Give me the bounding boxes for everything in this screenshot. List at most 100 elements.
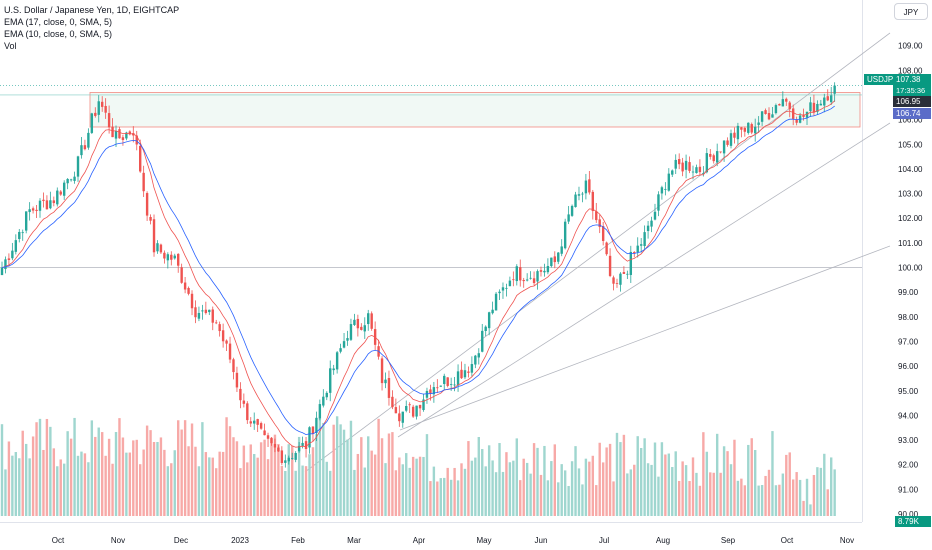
candle-body [726,140,729,145]
trendline-steep [304,32,891,473]
volume-bar [830,457,833,516]
candle-body [163,252,166,259]
candle-body [304,441,308,450]
volume-bar [97,427,100,516]
candle-body [18,231,21,240]
candle-body [812,102,816,113]
candle-body [301,442,304,446]
volume-bar [387,433,391,516]
candle-body [705,153,709,173]
time-tick-label: May [476,536,491,545]
candle-body [677,159,681,165]
candle-body [681,162,684,172]
candle-body [398,413,401,422]
volume-bar [373,454,377,516]
candle-body [139,145,142,172]
candle-body [391,396,394,408]
candle-body [111,126,114,138]
volume-bar [740,478,743,516]
volume-bar [183,420,187,516]
volume-bar [781,473,785,516]
volume-bar [626,473,629,516]
volume-bar [733,439,736,516]
volume-bar [688,481,691,516]
volume-bar [512,460,515,516]
candle-body [646,225,650,232]
candle-body [31,208,35,211]
candle-body [318,404,322,419]
candle-body [215,322,218,324]
last-price-label: 107.38 [893,74,931,85]
candle-body [505,287,508,289]
candle-body [325,392,328,398]
volume-bar [190,423,194,516]
candle-body [591,191,595,212]
volume-bar [325,461,328,516]
volume-bar [391,432,394,516]
candle-body [439,385,442,387]
candle-body [539,270,543,272]
candle-body [729,133,733,146]
candle-body [145,193,149,216]
volume-bar [152,441,156,516]
candle-body [712,155,715,162]
candle-body [218,324,221,332]
volume-bar [487,445,491,516]
candle-body [394,407,398,414]
candle-body [256,419,259,425]
volume-bar [100,432,104,516]
volume-bar [736,480,740,516]
volume-bar [370,450,373,516]
candle-body [633,252,636,254]
volume-bar [128,452,132,516]
candle-body [73,176,76,181]
candle-body [242,400,246,404]
volume-bar [785,454,788,516]
price-tick-label: 108.00 [898,66,923,75]
candle-body [833,85,836,94]
volume-bar [177,420,180,516]
candle-body [674,159,677,169]
price-tick-label: 90.00 [898,510,919,519]
volume-bar [249,444,252,516]
candle-body [104,105,107,113]
volume-bar [45,418,49,516]
volume-bar [277,443,280,516]
candle-body [608,255,612,276]
volume-bar [401,464,404,516]
candle-body [629,251,633,275]
volume-bar [418,456,422,516]
volume-bar [367,436,370,516]
volume-bar [778,484,781,516]
legend-ema-17[interactable]: EMA (17, close, 0, SMA, 5) [4,17,113,27]
candle-body [308,427,311,448]
volume-bar [695,472,698,516]
legend-volume[interactable]: Vol [4,41,17,51]
volume-bar [443,477,446,516]
volume-bar [21,430,24,516]
candle-body [387,378,391,398]
candle-body [197,312,201,319]
chart-legend: U.S. Dollar / Japanese Yen, 1D, EIGHTCAP… [4,4,179,52]
volume-bar [342,429,346,516]
volume-bar [525,462,529,516]
bar-countdown-label: 17:35:36 [893,85,931,96]
volume-bar [380,438,384,516]
candle-body [291,458,294,459]
time-tick-label: Jun [535,536,548,545]
candle-body [42,199,45,202]
volume-bar [667,453,671,516]
candle-body [429,389,432,394]
candle-body [823,97,826,106]
currency-button[interactable]: JPY [894,3,928,20]
candle-body [722,140,726,154]
candle-body [380,358,384,384]
volume-bar [712,472,715,516]
volume-bar [674,451,677,516]
volume-bar [584,458,588,516]
legend-ema-10[interactable]: EMA (10, close, 0, SMA, 5) [4,29,113,39]
volume-bar [173,450,176,516]
candle-body [149,216,152,221]
candle-body [584,180,588,194]
